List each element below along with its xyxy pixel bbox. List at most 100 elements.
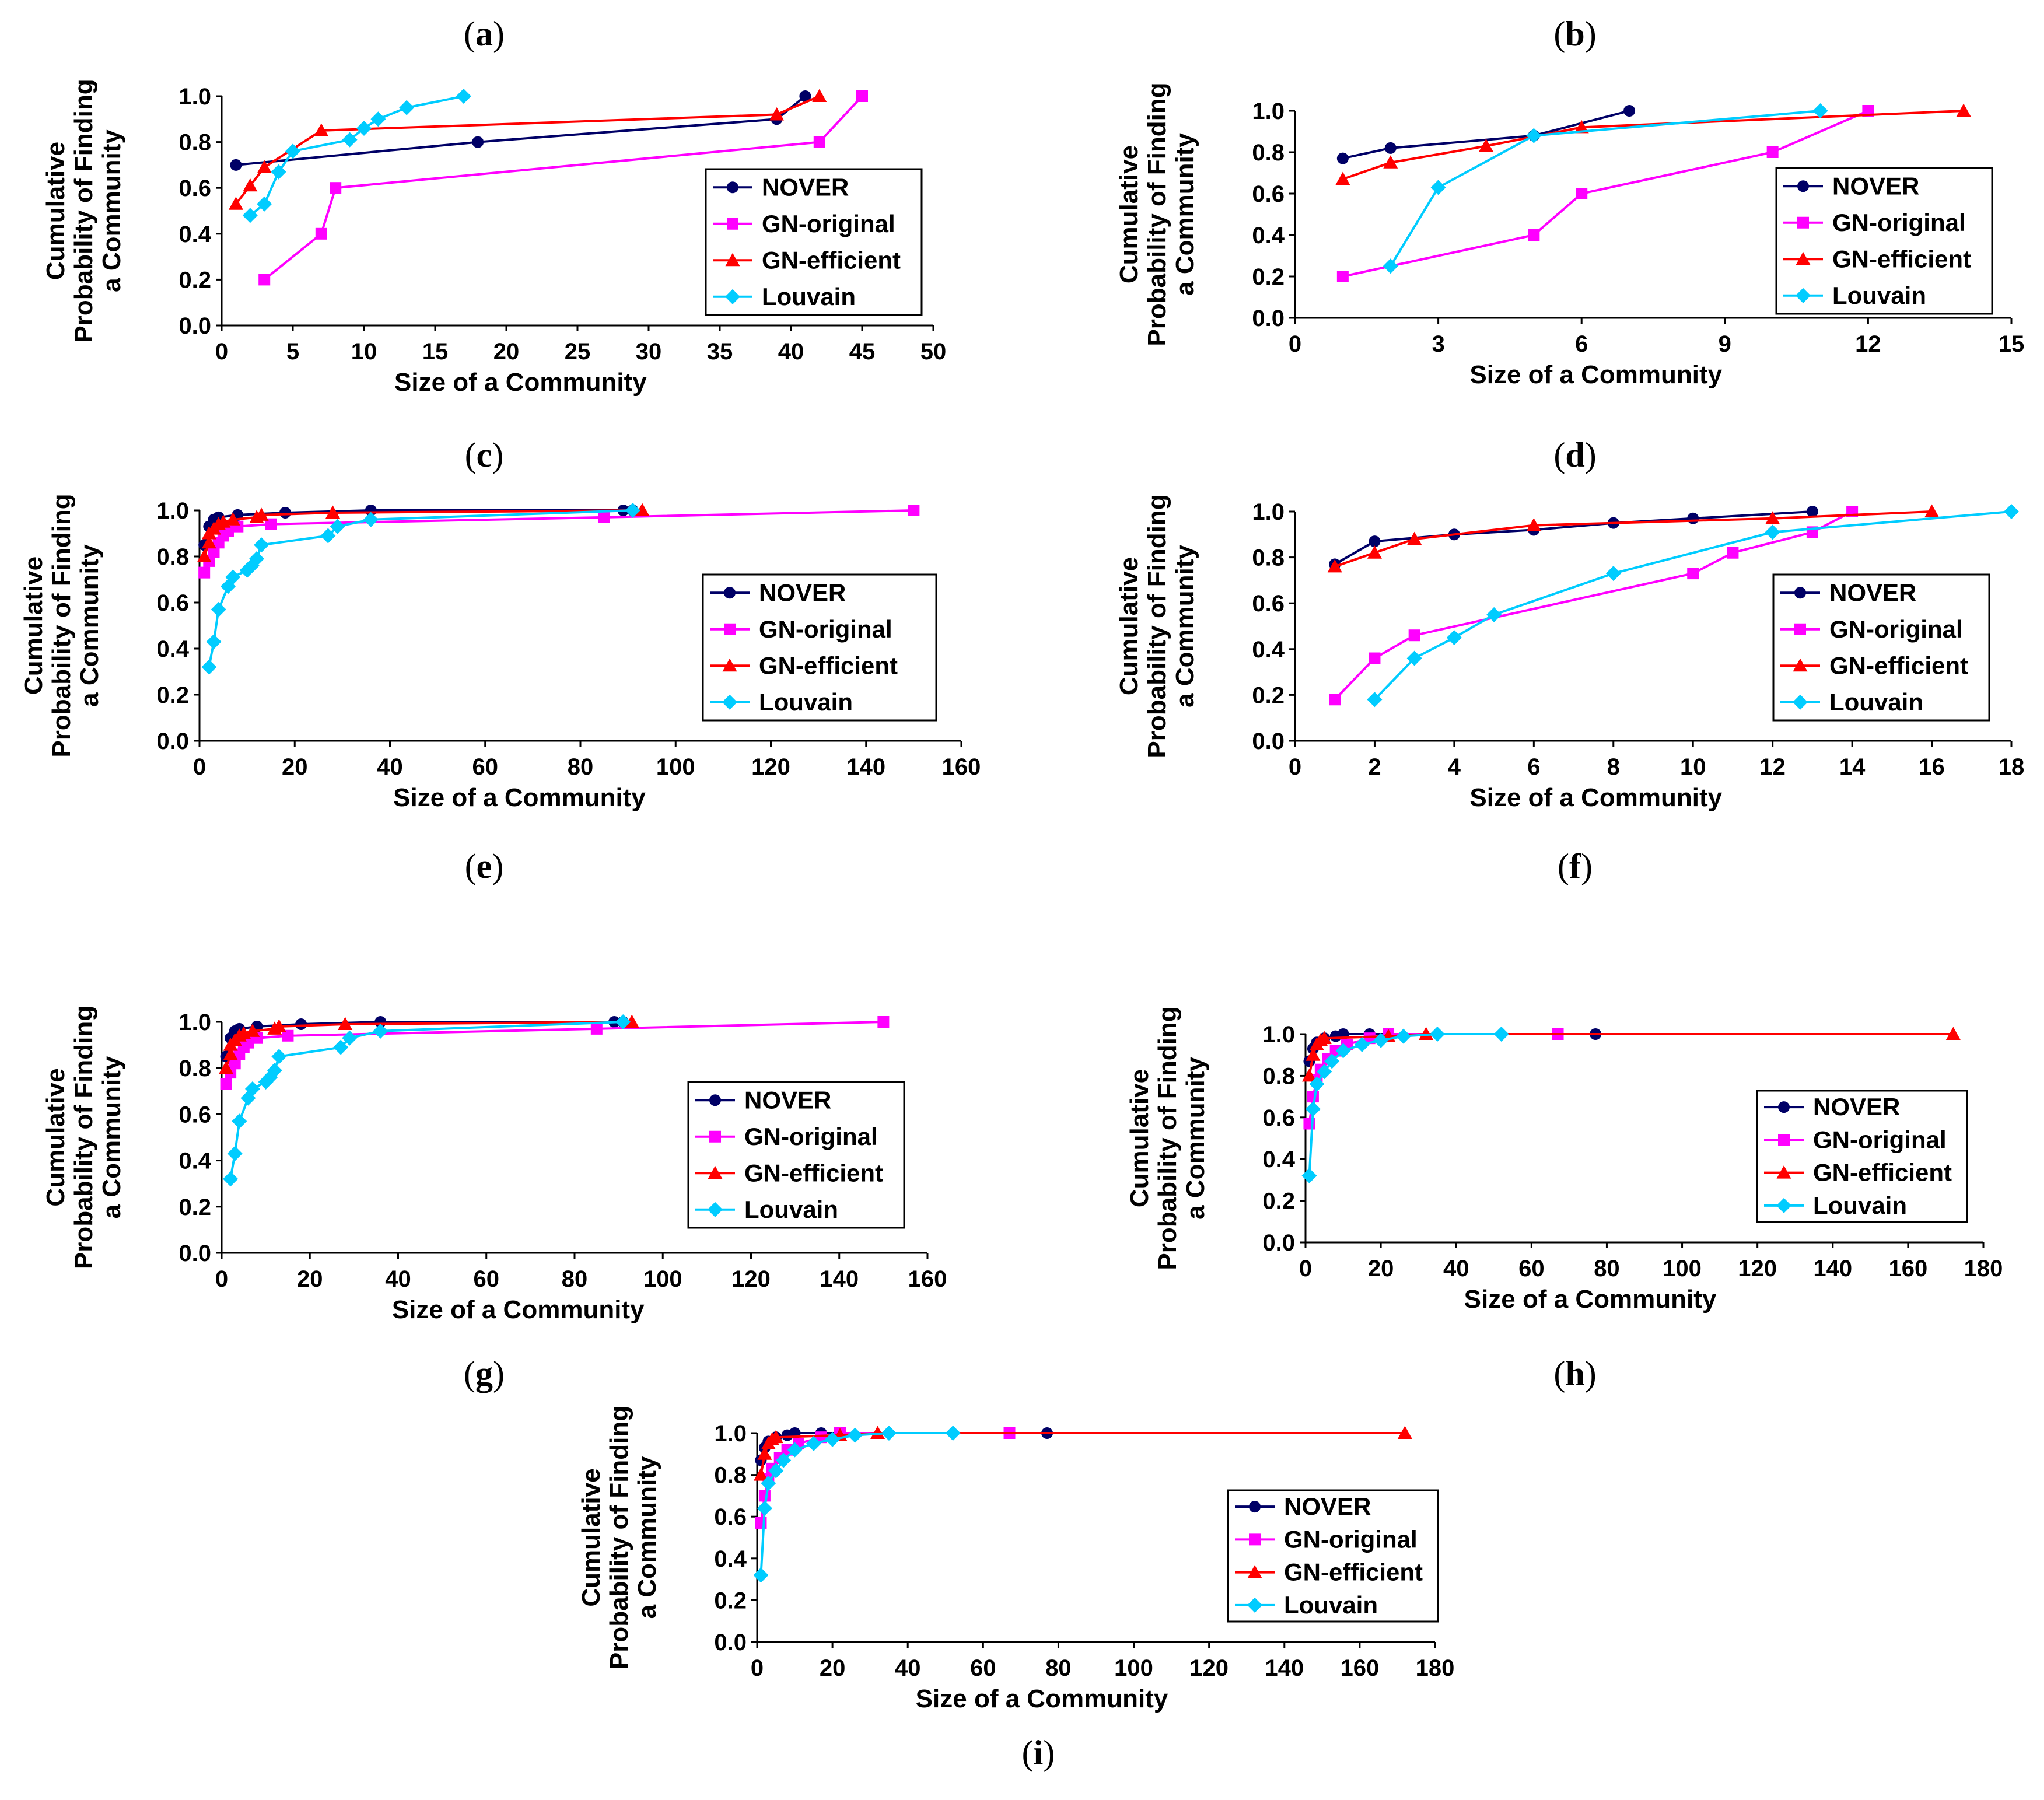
x-tick-label: 180 <box>1964 1256 2003 1281</box>
y-tick-label: 0.0 <box>178 313 211 339</box>
y-tick-label: 0.6 <box>178 1102 211 1127</box>
y-tick-label: 1.0 <box>156 498 189 524</box>
legend: NOVER GN-original GN-efficient Louvain <box>1227 1489 1439 1623</box>
data-point <box>1306 1048 1321 1061</box>
data-point <box>847 1427 863 1443</box>
x-tick-label: 18 <box>1999 754 2025 780</box>
x-tick-label: 100 <box>1662 1256 1702 1281</box>
chart-e: 0.0 0.2 0.4 0.6 0.8 1.0 0 20 40 60 80 100 120 140 160 S… <box>41 1006 947 1324</box>
data-point <box>197 549 212 562</box>
legend-label: GN-original <box>1829 615 1963 643</box>
data-point <box>338 1017 353 1030</box>
data-point <box>330 519 345 534</box>
data-point <box>315 227 327 240</box>
legend-marker <box>1793 658 1808 672</box>
data-point <box>1368 535 1381 548</box>
x-tick-label: 60 <box>970 1655 996 1681</box>
x-tick-label: 60 <box>474 1266 500 1292</box>
legend-item-gn-original: GN-original <box>1235 1525 1418 1553</box>
series-louvain <box>753 1426 961 1583</box>
panel-label-b: (b) <box>1553 15 1596 53</box>
data-point <box>1407 531 1422 545</box>
y-axis-label-line: a Community <box>1171 133 1199 296</box>
legend-marker <box>1793 694 1808 710</box>
x-tick-label: 4 <box>1448 754 1461 780</box>
data-point <box>1812 103 1828 118</box>
legend: NOVER GN-original GN-efficient Louvain <box>702 573 937 722</box>
data-point <box>225 512 240 526</box>
x-axis-label: Size of a Community <box>392 1295 645 1324</box>
y-tick-label: 0.0 <box>714 1630 747 1655</box>
data-point <box>908 505 920 516</box>
legend-item-nover: NOVER <box>713 173 849 201</box>
data-point <box>776 1452 792 1468</box>
legend-item-louvain: Louvain <box>695 1196 838 1223</box>
data-point <box>342 132 358 148</box>
legend-item-louvain: Louvain <box>1764 1192 1907 1219</box>
y-axis-label-line: Probability of Finding <box>1153 1006 1182 1270</box>
data-point <box>222 525 234 537</box>
data-point <box>219 1060 234 1074</box>
data-point <box>1526 518 1541 531</box>
data-point <box>635 503 650 516</box>
series-gn-efficient <box>1327 504 1940 573</box>
data-point <box>1956 103 1971 117</box>
x-axis-label: Size of a Community <box>394 368 647 397</box>
x-tick-label: 15 <box>1999 331 2025 357</box>
data-point <box>265 518 277 530</box>
data-point <box>1367 545 1382 559</box>
y-tick-label: 0.2 <box>156 682 189 708</box>
data-point <box>198 566 211 579</box>
data-point <box>208 546 220 558</box>
panel-label-f: (f) <box>1558 847 1592 885</box>
legend-item-gn-efficient: GN-efficient <box>1780 652 1968 679</box>
y-axis-label-line: Cumulative <box>1125 1069 1154 1207</box>
y-tick-label: 1.0 <box>1252 499 1284 525</box>
x-axis-label: Size of a Community <box>1469 783 1722 812</box>
legend-marker <box>1794 587 1806 599</box>
data-point <box>1765 524 1780 540</box>
legend-item-louvain: Louvain <box>1235 1591 1378 1619</box>
data-point <box>320 528 336 544</box>
legend-marker <box>725 289 740 304</box>
x-tick-label: 20 <box>282 754 308 780</box>
data-point <box>1945 1027 1961 1040</box>
legend-marker <box>1247 1565 1262 1578</box>
x-tick-label: 6 <box>1575 331 1588 357</box>
legend-label: NOVER <box>1832 172 1919 199</box>
data-point <box>1354 1036 1370 1052</box>
series-gn-efficient <box>219 1014 639 1074</box>
legend-marker <box>727 218 738 230</box>
legend-label: Louvain <box>1813 1192 1907 1219</box>
legend-item-nover: NOVER <box>710 579 846 606</box>
x-tick-label: 30 <box>636 339 662 365</box>
panel-label-h: (h) <box>1553 1354 1596 1393</box>
x-tick-label: 50 <box>921 339 947 365</box>
data-point <box>1336 152 1349 164</box>
y-tick-label: 1.0 <box>178 1010 211 1035</box>
legend-marker <box>724 587 736 599</box>
x-tick-label: 180 <box>1416 1655 1455 1681</box>
legend-marker <box>1249 1533 1261 1546</box>
legend-marker <box>708 1202 723 1217</box>
data-point <box>258 274 271 286</box>
series-louvain <box>242 89 471 223</box>
y-tick-label: 0.6 <box>1262 1105 1295 1131</box>
x-tick-label: 8 <box>1607 754 1620 780</box>
data-point <box>456 89 471 104</box>
x-tick-label: 40 <box>377 754 403 780</box>
x-tick-label: 35 <box>707 339 733 365</box>
legend-label: NOVER <box>759 579 846 606</box>
y-axis-label-line: Cumulative <box>41 142 70 280</box>
x-tick-label: 120 <box>1738 1256 1777 1281</box>
data-point <box>1373 1032 1389 1048</box>
y-tick-label: 0.6 <box>714 1504 747 1530</box>
x-tick-label: 140 <box>1813 1256 1852 1281</box>
x-tick-label: 160 <box>1340 1655 1380 1681</box>
series-louvain <box>1301 1027 1509 1183</box>
y-tick-label: 0.4 <box>1252 637 1284 663</box>
y-axis-label-line: Cumulative <box>1115 145 1143 283</box>
data-point <box>2004 504 2019 519</box>
data-point <box>787 1442 803 1458</box>
x-tick-label: 3 <box>1432 331 1444 357</box>
